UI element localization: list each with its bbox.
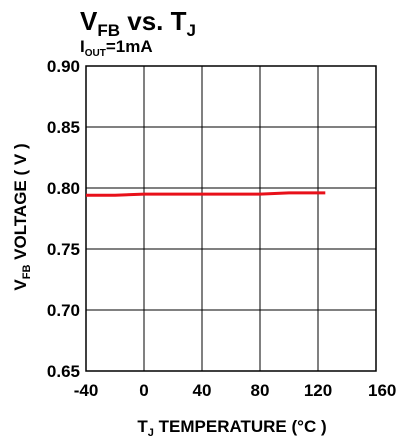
subtitle-subscript: OUT: [85, 48, 106, 59]
grid: [85, 65, 377, 372]
x-tick-labels: -40 0 40 80 120 160: [74, 381, 397, 400]
y-tick-label-4: 0.85: [47, 118, 80, 137]
title-t-subscript: J: [187, 21, 196, 40]
y-label-v: V: [11, 279, 30, 291]
x-tick-label-2: 40: [193, 381, 212, 400]
x-tick-label-5: 160: [368, 381, 396, 400]
title-v: V: [80, 6, 98, 36]
series-group: [86, 191, 326, 197]
y-label-rest: VOLTAGE ( V ): [11, 143, 30, 264]
y-tick-label-2: 0.75: [47, 240, 80, 259]
y-tick-label-5: 0.90: [47, 57, 80, 76]
title-v-subscript: FB: [97, 21, 120, 40]
x-label-subscript: J: [148, 427, 154, 439]
y-tick-label-1: 0.70: [47, 301, 80, 320]
y-tick-labels: 0.65 0.70 0.75 0.80 0.85 0.90: [47, 57, 80, 381]
x-axis-label: TJ TEMPERATURE (°C ): [137, 417, 326, 439]
x-tick-label-3: 80: [251, 381, 270, 400]
y-label-subscript: FB: [21, 265, 33, 280]
y-axis-label: VFB VOLTAGE ( V ): [11, 143, 33, 290]
chart-title: VFB vs. TJ: [80, 6, 196, 40]
title-middle: vs. T: [120, 6, 187, 36]
series-line-0: [86, 191, 326, 197]
x-label-t: T: [137, 417, 148, 436]
y-tick-label-3: 0.80: [47, 179, 80, 198]
x-tick-label-0: -40: [74, 381, 99, 400]
subtitle-i: I: [80, 37, 85, 56]
y-tick-label-0: 0.65: [47, 362, 80, 381]
x-label-rest: TEMPERATURE (°C ): [154, 417, 327, 436]
x-tick-label-4: 120: [304, 381, 332, 400]
plot-frame: [85, 65, 377, 372]
subtitle-rest: =1mA: [106, 37, 153, 56]
chart-subtitle: IOUT=1mA: [80, 37, 153, 59]
x-tick-label-1: 0: [139, 381, 148, 400]
